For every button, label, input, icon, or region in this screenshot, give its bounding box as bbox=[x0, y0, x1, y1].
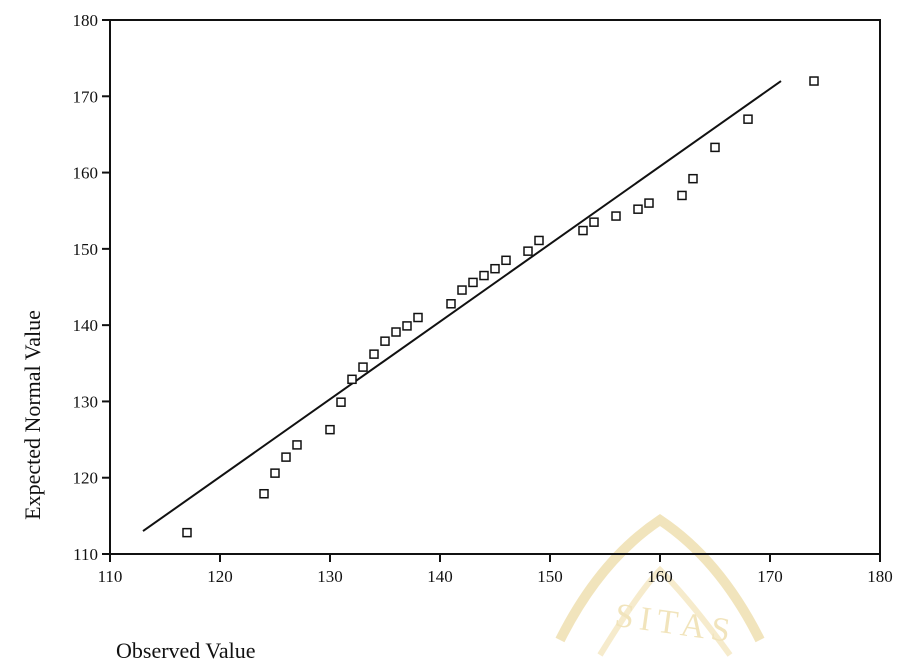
data-point bbox=[710, 142, 720, 153]
x-tick-label: 120 bbox=[207, 567, 233, 586]
data-point bbox=[369, 349, 379, 359]
data-point bbox=[413, 312, 423, 323]
y-tick-label: 170 bbox=[73, 87, 99, 106]
x-tick-label: 140 bbox=[427, 567, 453, 586]
data-point bbox=[446, 299, 456, 309]
x-tick-label: 170 bbox=[757, 567, 783, 586]
data-points bbox=[182, 76, 819, 538]
data-point bbox=[391, 327, 401, 337]
y-axis-title: Expected Normal Value bbox=[20, 310, 45, 520]
data-point bbox=[578, 225, 588, 236]
data-point bbox=[182, 527, 192, 538]
data-point bbox=[534, 235, 544, 246]
y-axis: 110 120 130 140 150 160 170 180 bbox=[73, 11, 110, 564]
data-point bbox=[677, 190, 687, 201]
data-point bbox=[402, 321, 412, 331]
data-point bbox=[358, 362, 368, 372]
plot-border bbox=[109, 19, 881, 555]
y-tick-label: 120 bbox=[73, 469, 99, 488]
data-point bbox=[490, 263, 500, 274]
x-axis: 110 120 130 140 150 160 170 180 bbox=[98, 554, 893, 586]
x-tick-label: 110 bbox=[98, 567, 123, 586]
plot-frame bbox=[109, 19, 881, 555]
data-point bbox=[347, 374, 357, 385]
y-tick-label: 110 bbox=[73, 545, 98, 564]
data-point bbox=[292, 440, 302, 450]
data-point bbox=[325, 424, 335, 435]
y-tick-label: 180 bbox=[73, 11, 99, 30]
data-point bbox=[523, 246, 533, 256]
data-point bbox=[457, 285, 467, 295]
data-point bbox=[336, 397, 346, 407]
data-point bbox=[281, 452, 291, 462]
x-axis-title: Observed Value bbox=[116, 638, 256, 663]
reference-line-group bbox=[142, 80, 782, 532]
reference-line bbox=[142, 80, 782, 532]
data-point bbox=[270, 468, 280, 478]
x-tick-label: 130 bbox=[317, 567, 343, 586]
data-point bbox=[479, 270, 489, 281]
y-tick-label: 140 bbox=[73, 316, 99, 335]
x-tick-label: 180 bbox=[867, 567, 893, 586]
data-point bbox=[644, 198, 654, 208]
data-point bbox=[380, 336, 390, 346]
data-point bbox=[501, 255, 511, 266]
data-point bbox=[743, 114, 753, 124]
y-tick-label: 160 bbox=[73, 164, 99, 183]
x-tick-label: 160 bbox=[647, 567, 673, 586]
data-point bbox=[611, 211, 621, 221]
x-tick-label: 150 bbox=[537, 567, 563, 586]
data-point bbox=[468, 277, 478, 288]
watermark-seal: SITAS bbox=[555, 513, 765, 657]
data-point bbox=[589, 217, 599, 227]
y-tick-label: 130 bbox=[73, 392, 99, 411]
data-point bbox=[259, 488, 269, 499]
data-point bbox=[809, 76, 819, 86]
data-point bbox=[688, 173, 698, 184]
data-point bbox=[633, 204, 643, 214]
watermark-text: SITAS bbox=[613, 597, 739, 651]
y-tick-label: 150 bbox=[73, 240, 99, 259]
